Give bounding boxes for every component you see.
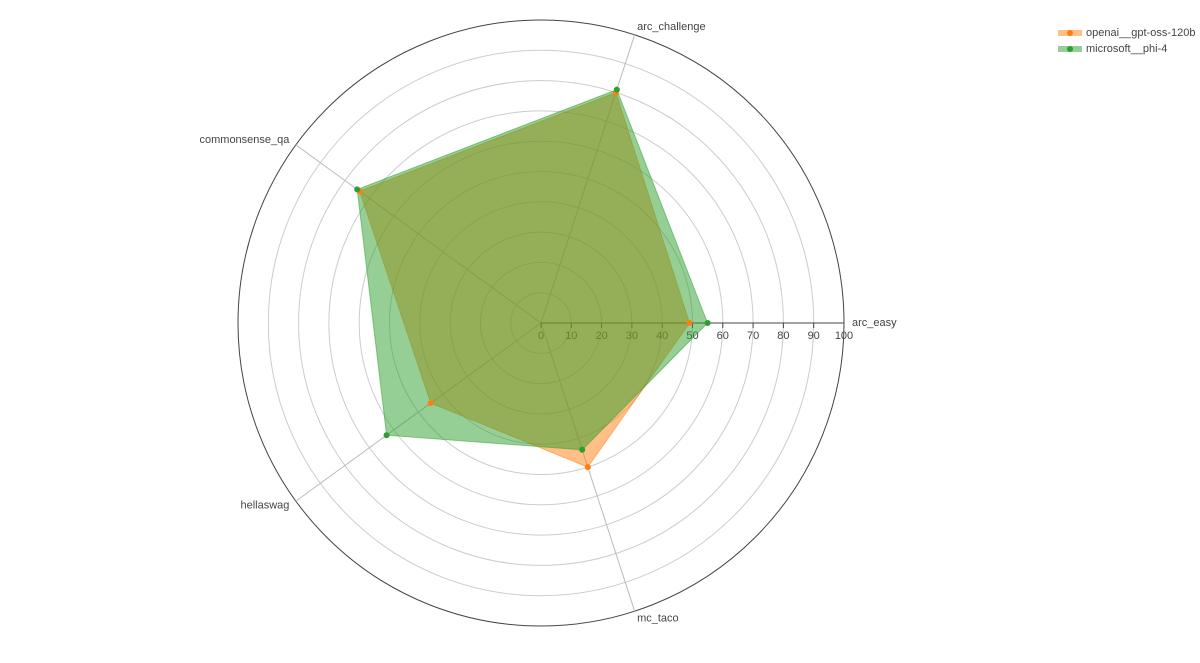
legend-marker	[1067, 46, 1073, 52]
radial-tick-label: 80	[777, 330, 789, 342]
radar-point	[686, 320, 693, 326]
category-label: arc_challenge	[637, 21, 706, 33]
legend-item: openai__gpt-oss-120b	[1058, 27, 1195, 39]
radial-tick-label: 60	[717, 330, 729, 342]
radar-point	[584, 464, 591, 471]
category-label: commonsense_qa	[200, 134, 291, 146]
radial-tick-label: 100	[835, 330, 853, 342]
category-label: hellaswag	[240, 500, 289, 512]
radar-point	[354, 186, 361, 193]
radar-area	[356, 88, 709, 451]
radar-point	[579, 446, 586, 453]
category-label: arc_easy	[852, 317, 897, 329]
radar-point	[427, 400, 434, 407]
legend-marker	[1067, 30, 1073, 36]
legend-label: microsoft__phi-4	[1086, 43, 1167, 55]
radar-point	[383, 432, 390, 439]
legend-label: openai__gpt-oss-120b	[1086, 27, 1195, 39]
radar-point	[704, 320, 711, 326]
radar-point	[613, 86, 620, 93]
radial-tick-label: 70	[747, 330, 759, 342]
radial-tick-label: 90	[808, 330, 820, 342]
category-label: mc_taco	[637, 613, 679, 625]
legend-item: microsoft__phi-4	[1058, 43, 1167, 55]
